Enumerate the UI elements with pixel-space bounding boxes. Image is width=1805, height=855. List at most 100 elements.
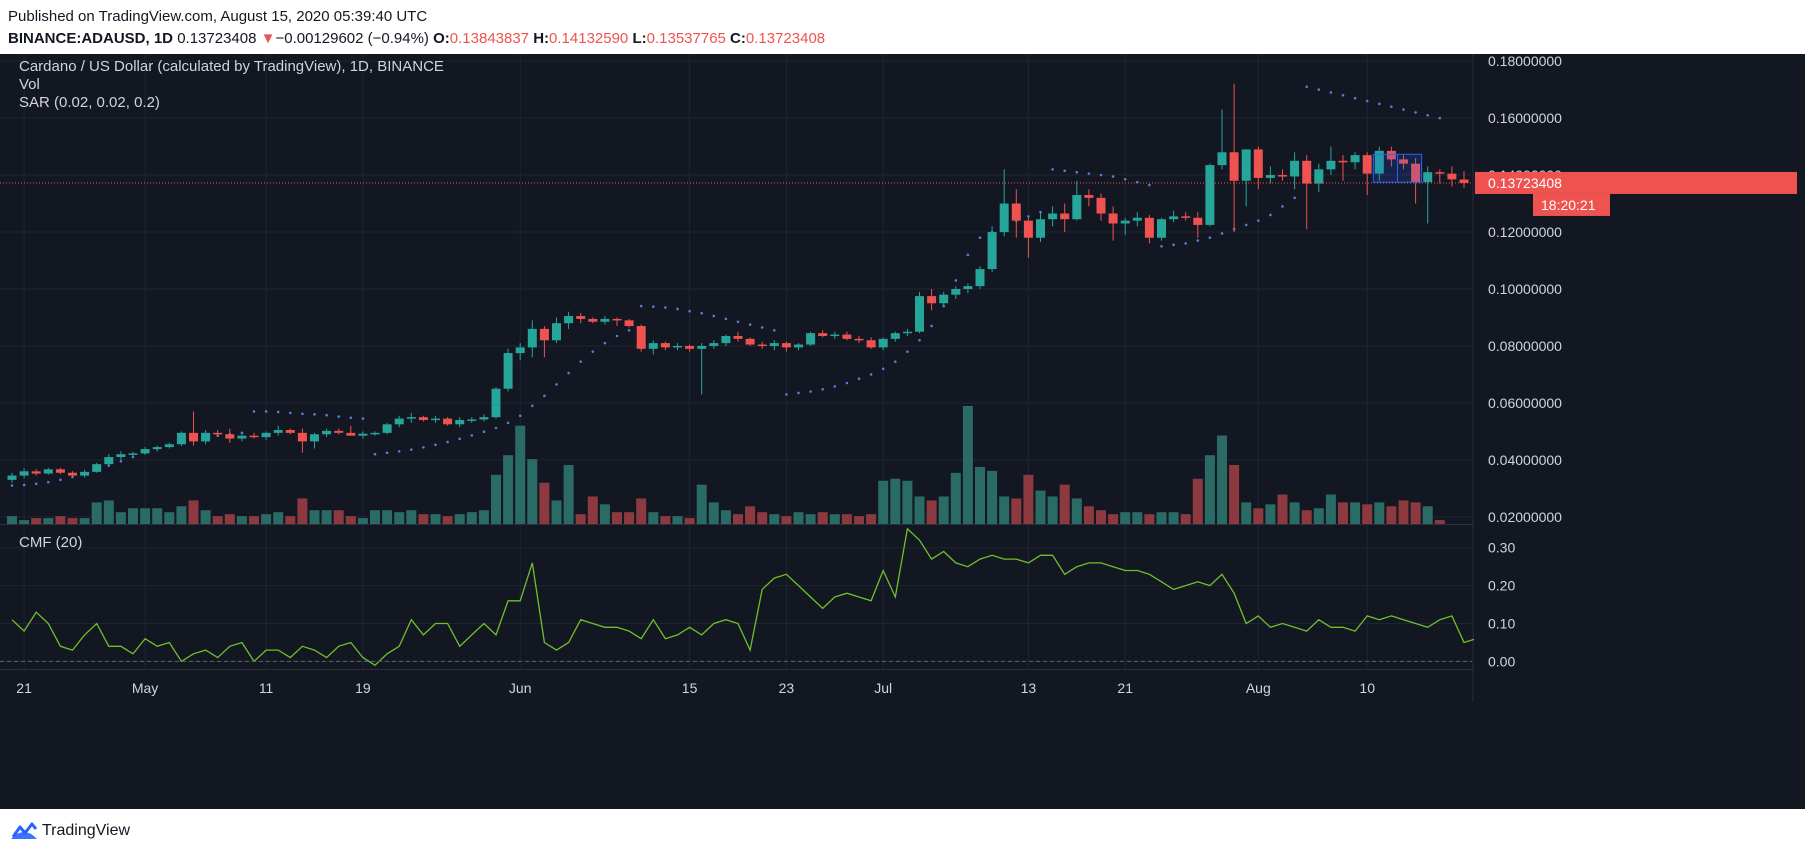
- low-label: L:: [632, 30, 647, 47]
- candle-body: [927, 296, 937, 304]
- candle-body: [781, 343, 791, 348]
- candle-body: [237, 435, 247, 439]
- candle-body: [189, 432, 198, 442]
- volume-bar: [224, 514, 235, 524]
- candle-body: [1423, 172, 1433, 183]
- sar-dot: [313, 413, 316, 416]
- sar-dot: [724, 317, 728, 321]
- volume-bar: [999, 496, 1010, 524]
- candle-body: [636, 326, 646, 349]
- volume-bar: [648, 512, 659, 524]
- tradingview-logo[interactable]: TradingView: [10, 821, 130, 841]
- candle-body: [1036, 219, 1045, 238]
- volume-bar: [273, 512, 284, 524]
- volume-bar: [733, 514, 743, 524]
- low-value: 0.13537765: [646, 30, 726, 47]
- volume-bar: [1011, 498, 1022, 524]
- volume-bar: [1338, 502, 1348, 524]
- volume-bar: [1096, 510, 1106, 524]
- sar-dot: [325, 413, 328, 417]
- volume-bar: [503, 455, 514, 524]
- volume-bar: [212, 516, 223, 524]
- candle-body: [176, 432, 186, 445]
- candle-body: [1193, 217, 1203, 225]
- sar-dot: [1353, 96, 1357, 100]
- time-tick-label: 15: [682, 680, 698, 696]
- sar-dot: [1111, 175, 1115, 178]
- candle-body: [80, 471, 90, 476]
- volume-bar: [394, 512, 405, 524]
- sar-dot: [1293, 196, 1296, 200]
- candle-body: [1326, 160, 1336, 170]
- volume-bar: [1059, 484, 1070, 524]
- volume-bar: [55, 516, 66, 524]
- volume-bar: [79, 518, 90, 524]
- candle-body: [830, 334, 840, 337]
- cmf-tick-label: 0.20: [1488, 578, 1515, 594]
- candle-body: [406, 417, 416, 419]
- volume-bar: [1192, 478, 1203, 524]
- price-chart[interactable]: 0.00983405 (7.17%) 9830.180000000.160000…: [0, 53, 1805, 809]
- volume-bar: [406, 510, 417, 524]
- candle-body: [612, 318, 622, 321]
- candle-body: [164, 444, 174, 448]
- volume-bar: [539, 482, 550, 524]
- cmf-tick-label: 0.00: [1488, 653, 1515, 669]
- candle-body: [19, 471, 29, 476]
- candle-body: [1229, 152, 1239, 181]
- candle-body: [382, 424, 392, 433]
- sar-dot: [688, 309, 691, 313]
- volume-bar: [249, 516, 259, 524]
- price-tick-label: 0.10000000: [1488, 281, 1562, 297]
- sar-dot: [410, 448, 413, 451]
- sar-dot: [1269, 213, 1272, 217]
- sar-dot: [627, 329, 631, 332]
- volume-bar: [660, 516, 671, 524]
- time-tick-label: 21: [1117, 680, 1133, 696]
- volume-bar: [805, 514, 816, 524]
- candle-body: [1120, 220, 1130, 224]
- sar-dot: [531, 404, 534, 408]
- sar-dot: [833, 385, 837, 388]
- volume-bar: [1422, 506, 1433, 524]
- volume-bar: [975, 466, 985, 524]
- candle-body: [1072, 195, 1082, 220]
- sar-dot: [603, 341, 607, 345]
- time-tick-label: Aug: [1246, 680, 1271, 696]
- candle-body: [1048, 213, 1058, 220]
- candle-body: [467, 419, 477, 421]
- publish-header: Published on TradingView.com, August 15,…: [0, 0, 1805, 54]
- sar-dot: [1051, 168, 1054, 171]
- candle-body: [431, 418, 440, 421]
- candle-body: [999, 203, 1009, 233]
- sar-dot: [289, 411, 292, 415]
- time-tick-label: 10: [1359, 680, 1375, 696]
- sar-dot: [434, 443, 437, 447]
- candle-body: [1265, 175, 1275, 178]
- time-tick-label: May: [132, 680, 158, 696]
- sar-dot: [458, 437, 462, 441]
- candle-body: [43, 469, 53, 474]
- sar-dot: [22, 483, 26, 487]
- candle-body: [939, 294, 949, 304]
- sar-dot: [1184, 242, 1187, 245]
- volume-bar: [1253, 508, 1264, 524]
- sar-dot: [1402, 108, 1405, 111]
- candle-body: [128, 453, 138, 455]
- candle-body: [915, 296, 924, 332]
- sar-dot: [518, 414, 522, 418]
- sar-dot: [1426, 113, 1429, 117]
- volume-bar: [91, 502, 102, 524]
- volume-bar: [200, 510, 211, 524]
- volume-bar: [7, 516, 17, 524]
- sar-dot: [1087, 172, 1091, 175]
- time-tick-label: Jul: [874, 680, 892, 696]
- cmf-legend: CMF (20): [19, 534, 83, 551]
- candle-body: [140, 449, 150, 454]
- sar-dot: [978, 236, 982, 240]
- chart-area[interactable]: 0.00983405 (7.17%) 9830.180000000.160000…: [0, 53, 1805, 809]
- volume-bar: [188, 500, 199, 524]
- candle-body: [527, 328, 537, 348]
- sar-dot: [361, 417, 365, 420]
- candle-body: [697, 345, 707, 349]
